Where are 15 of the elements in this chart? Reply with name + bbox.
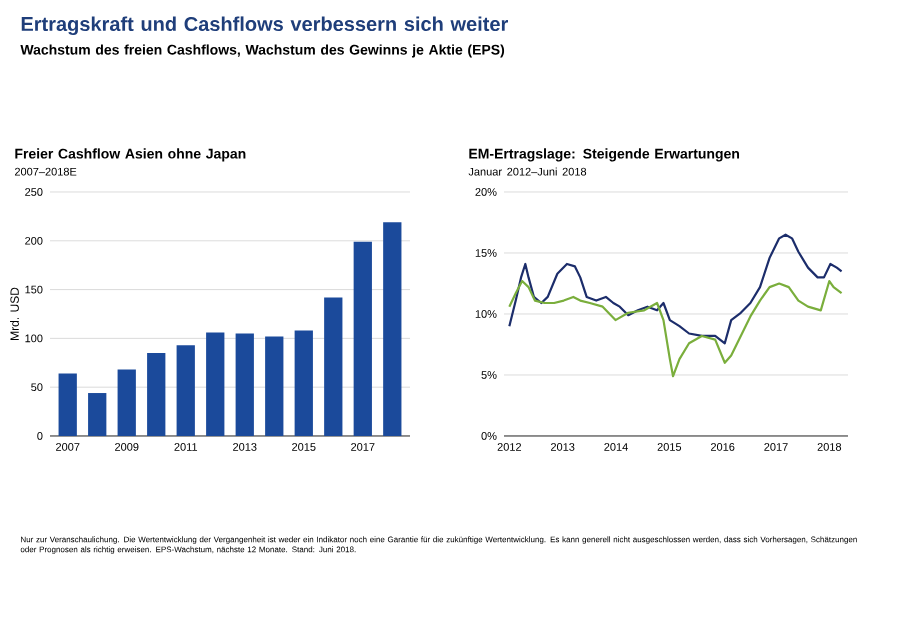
bar	[294, 330, 313, 436]
bar	[117, 369, 136, 436]
bar	[383, 222, 402, 436]
line-series	[508, 233, 843, 345]
bar	[147, 353, 166, 436]
bar	[176, 345, 195, 436]
bar	[353, 241, 372, 436]
line-series	[508, 279, 843, 378]
text: Ertragskraft und Cashflows verbessern sich weiter	[21, 16, 509, 36]
bar	[88, 393, 107, 436]
bar	[324, 297, 343, 436]
bar	[265, 336, 284, 436]
bar	[206, 332, 225, 436]
bar	[235, 333, 254, 436]
bar	[58, 373, 77, 436]
